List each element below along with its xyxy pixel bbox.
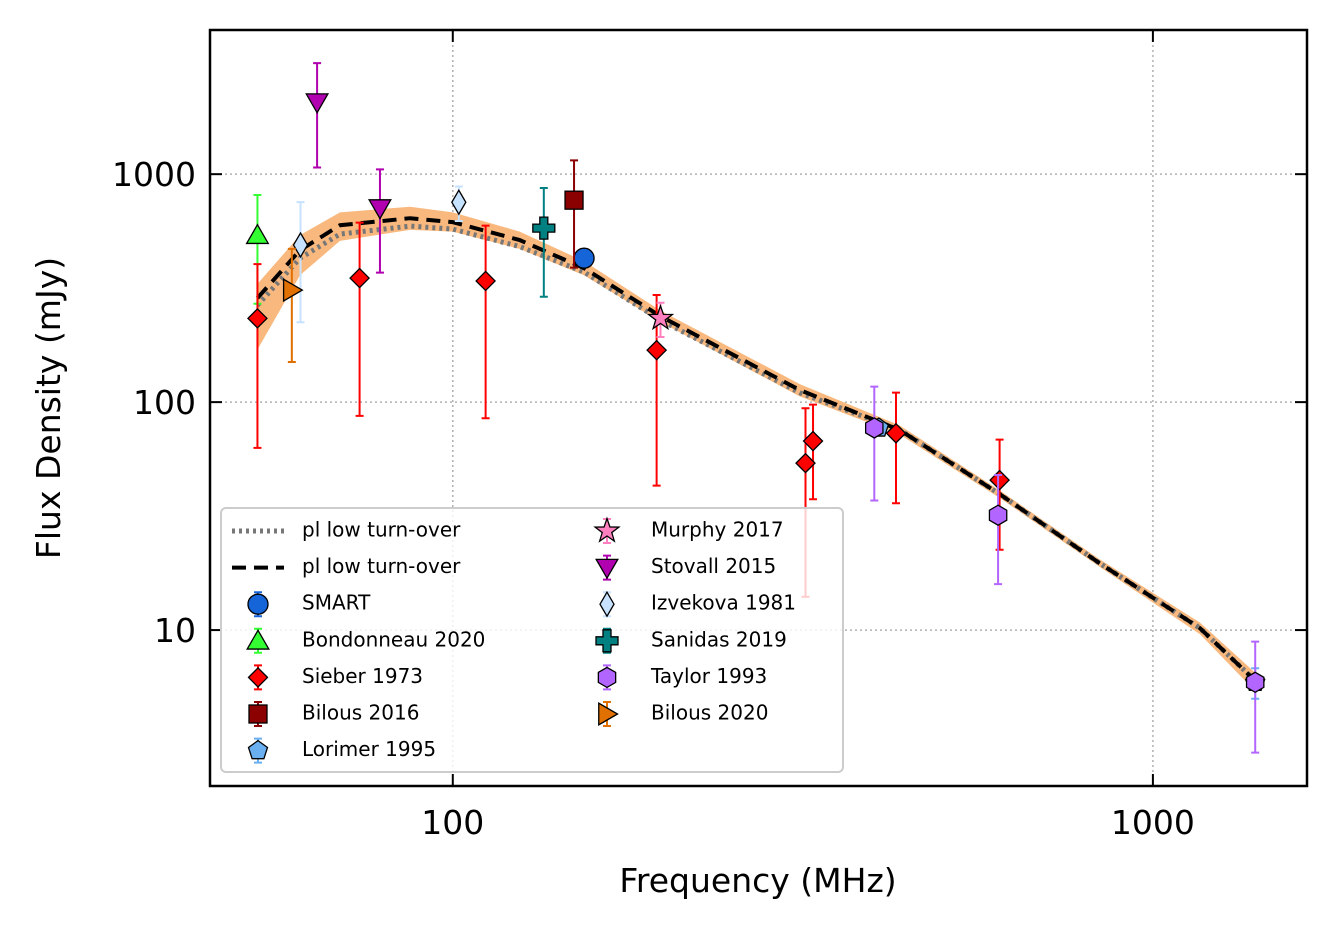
legend-label: Bilous 2020 xyxy=(651,701,768,725)
x-axis-title: Frequency (MHz) xyxy=(619,861,896,900)
legend-box xyxy=(220,507,844,773)
fit-line xyxy=(255,216,1257,683)
error-bar xyxy=(570,159,579,269)
error-bar xyxy=(313,62,322,169)
marker xyxy=(368,199,392,220)
error-bar xyxy=(892,391,901,505)
error-bar xyxy=(355,221,364,417)
error-bar xyxy=(539,186,548,298)
y-axis-title: Flux Density (mJy) xyxy=(29,257,68,559)
marker xyxy=(593,516,621,543)
marker xyxy=(564,190,584,210)
marker xyxy=(246,628,270,650)
plot-area xyxy=(245,62,1266,754)
marker xyxy=(795,452,816,474)
marker xyxy=(282,278,304,303)
error-bar xyxy=(1251,640,1260,754)
error-bar xyxy=(296,201,305,324)
legend-label: pl low turn-over xyxy=(302,518,461,542)
y-tick-label: 1000 xyxy=(112,155,196,194)
x-tick-label: 100 xyxy=(421,803,484,842)
marker xyxy=(305,93,330,114)
legend: pl low turn-over pl low turn-over SMART Bon… xyxy=(220,507,844,773)
marker xyxy=(1245,671,1265,694)
error-bar xyxy=(481,224,490,420)
marker xyxy=(599,590,615,618)
x-tick-label: 1000 xyxy=(1111,803,1195,842)
legend-label: Taylor 1993 xyxy=(650,664,767,688)
marker xyxy=(864,417,884,439)
marker xyxy=(646,303,675,331)
plot-frame xyxy=(208,28,1309,788)
legend-label: Stovall 2015 xyxy=(651,554,776,578)
marker xyxy=(598,702,619,726)
marker xyxy=(247,666,269,688)
marker xyxy=(595,629,619,653)
legend-label: Murphy 2017 xyxy=(651,518,784,542)
marker xyxy=(597,666,617,689)
legend-label: Lorimer 1995 xyxy=(302,737,436,761)
marker xyxy=(247,739,269,760)
legend-label: Sieber 1973 xyxy=(302,664,423,688)
marker xyxy=(885,422,907,444)
marker xyxy=(451,188,467,216)
legend-label: SMART xyxy=(302,591,371,615)
error-bar xyxy=(809,403,818,501)
error-bar xyxy=(375,168,384,274)
marker xyxy=(595,558,619,580)
marker xyxy=(475,270,497,292)
legend-label: pl low turn-over xyxy=(302,554,461,578)
marker xyxy=(349,267,371,289)
legend-label: Izvekova 1981 xyxy=(651,591,796,615)
marker xyxy=(245,223,270,245)
y-tick-label: 100 xyxy=(133,383,196,422)
marker xyxy=(292,231,309,259)
error-bar xyxy=(870,385,879,502)
axes: 100 1000 10 100 1000 xyxy=(112,30,1307,842)
legend-label: Bondonneau 2020 xyxy=(302,627,485,651)
error-bar xyxy=(995,438,1004,551)
fit-line xyxy=(255,223,1257,683)
error-bar xyxy=(287,247,296,363)
marker xyxy=(802,430,824,452)
marker xyxy=(247,307,268,329)
error-bar xyxy=(994,473,1003,586)
legend-label: Bilous 2016 xyxy=(302,701,419,725)
error-bar xyxy=(253,263,262,449)
marker xyxy=(573,247,595,269)
marker xyxy=(532,216,556,240)
marker xyxy=(247,593,269,615)
legend-label: Sanidas 2019 xyxy=(651,627,787,651)
marker xyxy=(988,504,1008,526)
marker xyxy=(248,704,268,724)
marker xyxy=(646,339,668,361)
y-tick-label: 10 xyxy=(154,611,196,650)
